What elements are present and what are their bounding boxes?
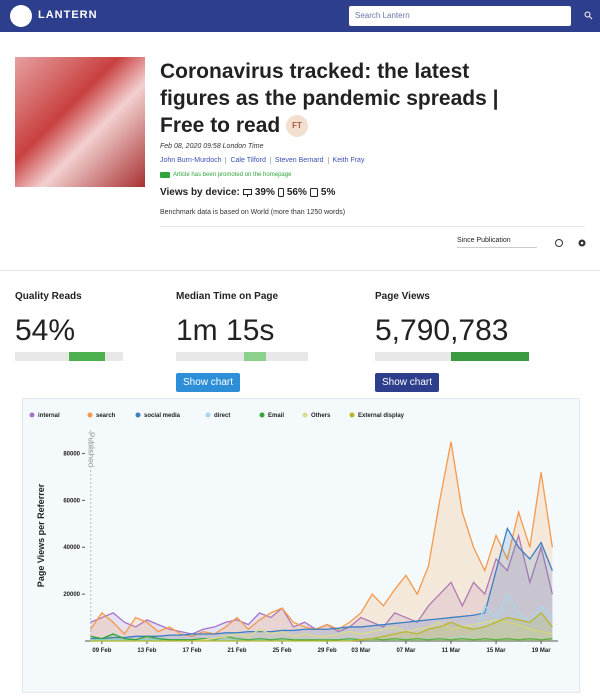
metric-bar bbox=[15, 352, 123, 361]
desktop-share: 39% bbox=[254, 187, 275, 198]
show-chart-button[interactable]: Show chart bbox=[176, 373, 241, 392]
y-axis-label: Page Views per Referrer bbox=[36, 483, 46, 587]
legend-label: search bbox=[96, 413, 116, 419]
metric-value: 1m 15s bbox=[176, 314, 275, 347]
y-tick-label: 60000 bbox=[63, 498, 80, 504]
promo-pill bbox=[160, 172, 170, 178]
divider bbox=[160, 226, 585, 227]
x-tick-label: 19 Mar bbox=[532, 648, 552, 654]
area-series bbox=[90, 619, 553, 641]
devices: Views by device: 39% 56% 5% bbox=[160, 187, 335, 198]
x-tick-label: 03 Mar bbox=[351, 648, 371, 654]
legend-label: direct bbox=[214, 413, 230, 419]
area-series bbox=[90, 535, 553, 641]
benchmark: Benchmark data is based on World (more t… bbox=[160, 209, 346, 216]
x-tick-label: 21 Feb bbox=[228, 648, 247, 654]
phone-icon bbox=[277, 188, 284, 197]
legend-swatch bbox=[259, 412, 265, 418]
search-icon[interactable] bbox=[584, 11, 593, 20]
chart-panel bbox=[22, 398, 580, 693]
area-series bbox=[90, 441, 553, 641]
devices-label: Views by device: bbox=[160, 187, 240, 198]
x-tick-label: 11 Mar bbox=[442, 648, 461, 654]
phone-share: 56% bbox=[286, 187, 307, 198]
x-tick-label: 09 Feb bbox=[92, 648, 111, 654]
line-series bbox=[90, 526, 553, 640]
metric-value: 5,790,783 bbox=[375, 314, 509, 347]
annotation: Published bbox=[87, 432, 96, 467]
legend-label: social media bbox=[144, 413, 181, 419]
legend-label: Others bbox=[311, 413, 331, 419]
metric-label: Quality Reads bbox=[15, 291, 82, 302]
metric-bar bbox=[375, 352, 529, 361]
x-tick-label: 07 Mar bbox=[396, 648, 416, 654]
y-tick-label: 40000 bbox=[63, 545, 80, 551]
area-series bbox=[90, 612, 553, 641]
line-series bbox=[90, 633, 553, 641]
chart: 20000 40000 60000 80000 09 Feb 13 Feb 17 Feb 21… bbox=[29, 412, 558, 654]
article-title: Coronavirus tracked: the latest figures … bbox=[160, 58, 520, 139]
brand[interactable]: LANTERN bbox=[38, 9, 98, 21]
x-tick-label: 17 Feb bbox=[182, 648, 201, 654]
line-series bbox=[90, 611, 553, 642]
y-tick-label: 20000 bbox=[63, 592, 80, 598]
x-tick-label: 25 Feb bbox=[273, 648, 292, 654]
ft-badge: FT bbox=[286, 115, 309, 138]
area-series bbox=[90, 594, 553, 641]
legend-swatch bbox=[349, 412, 355, 418]
period-select[interactable]: Since Publication bbox=[457, 237, 537, 248]
author[interactable]: Steven Bernard bbox=[269, 157, 324, 164]
author[interactable]: Cale Tilford bbox=[225, 157, 266, 164]
legend-label: Email bbox=[268, 413, 284, 419]
x-tick-label: 15 Mar bbox=[487, 648, 507, 654]
metric-label: Page Views bbox=[375, 291, 430, 302]
metric-bar bbox=[176, 352, 308, 361]
title-text: Coronavirus tracked: the latest figures … bbox=[160, 60, 499, 137]
author[interactable]: John Burn-Murdoch bbox=[160, 157, 222, 164]
x-tick-label: 29 Feb bbox=[318, 648, 337, 654]
promo-text: Article has been promoted on the homepag… bbox=[173, 172, 292, 178]
metric-label: Median Time on Page bbox=[176, 291, 279, 302]
x-tick-label: 13 Feb bbox=[137, 648, 156, 654]
legend-swatch bbox=[135, 412, 141, 418]
legend-label: internal bbox=[38, 413, 60, 419]
legend-swatch bbox=[29, 412, 35, 418]
article-image bbox=[15, 57, 145, 187]
tablet-icon bbox=[309, 188, 318, 197]
desktop-icon bbox=[242, 188, 252, 197]
legend-swatch bbox=[302, 412, 308, 418]
legend-label: External display bbox=[358, 413, 405, 419]
promo: Article has been promoted on the homepag… bbox=[160, 172, 291, 178]
divider bbox=[0, 270, 600, 271]
authors: John Burn-Murdoch Cale Tilford Steven Be… bbox=[160, 157, 364, 164]
legend-swatch bbox=[205, 412, 211, 418]
tablet-share: 5% bbox=[320, 187, 336, 198]
legend-swatch bbox=[87, 412, 93, 418]
article-date: Feb 08, 2020 09:58 London Time bbox=[160, 143, 264, 150]
line-series bbox=[90, 441, 554, 637]
area-series bbox=[90, 528, 553, 641]
controls-icons[interactable] bbox=[554, 238, 588, 248]
logo[interactable] bbox=[10, 5, 32, 27]
metric-value: 54% bbox=[15, 314, 76, 347]
show-chart-button[interactable]: Show chart bbox=[375, 373, 440, 392]
author[interactable]: Keith Fray bbox=[327, 157, 364, 164]
y-tick-label: 80000 bbox=[63, 451, 80, 457]
search-input[interactable]: Search Lantern bbox=[349, 6, 571, 26]
